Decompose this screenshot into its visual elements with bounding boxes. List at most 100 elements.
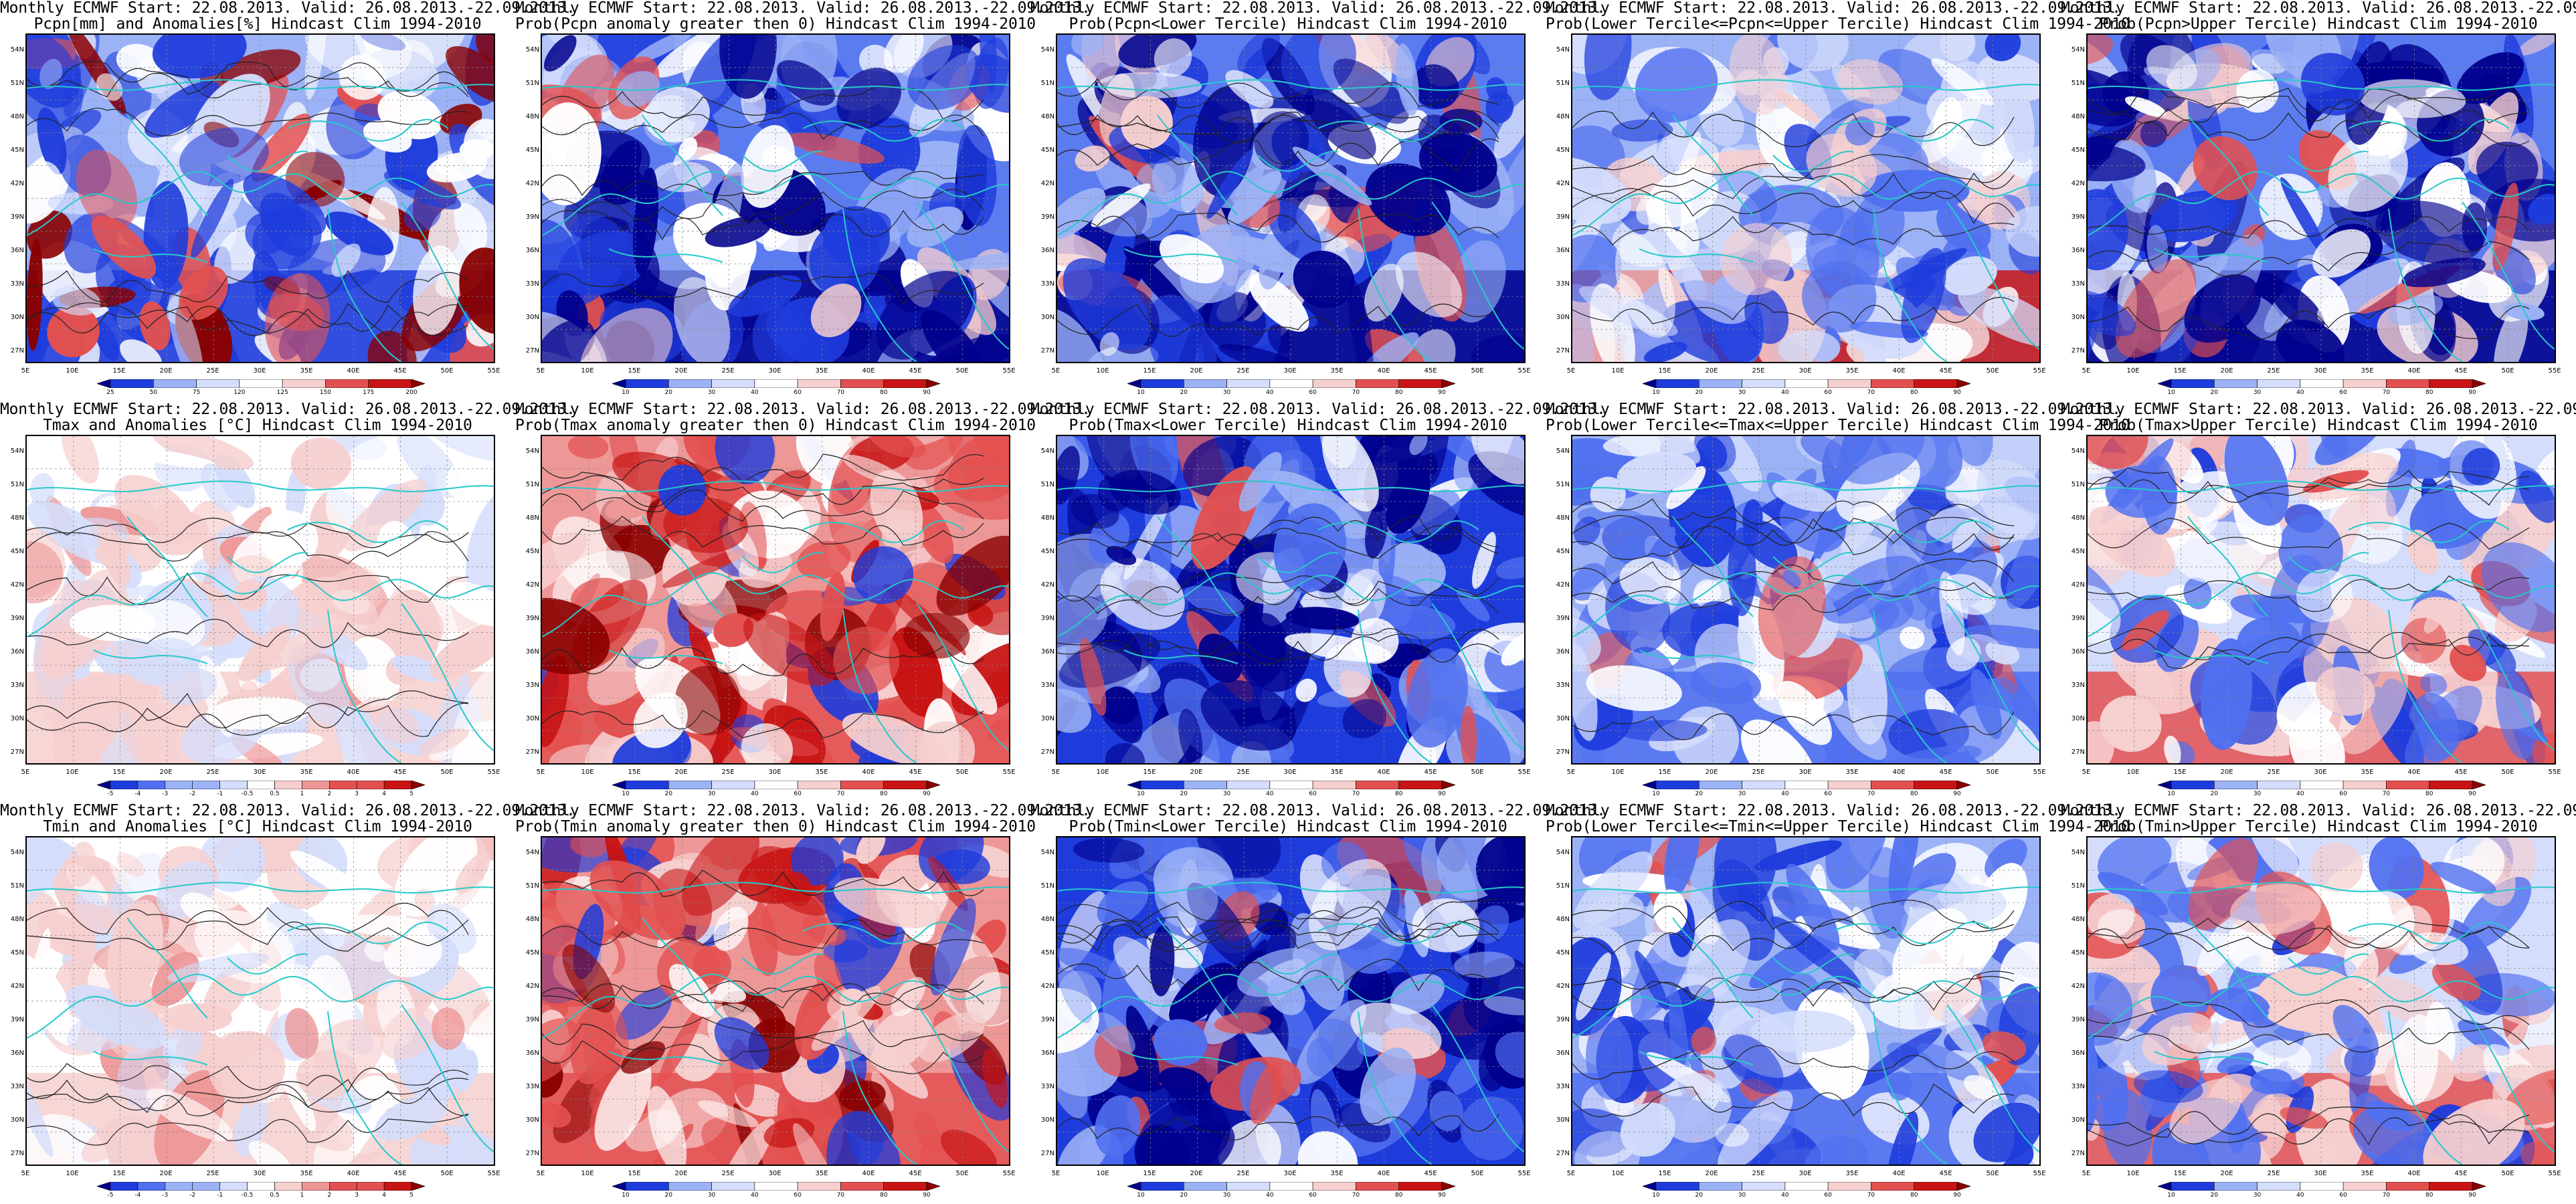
colorbar-label: 60 <box>1824 389 1832 396</box>
forecast-map <box>541 836 1010 1166</box>
x-tick-label: 35E <box>1845 1170 1859 1177</box>
x-tick-label: 15E <box>1143 1170 1156 1177</box>
y-tick-label: 51N <box>1040 80 1054 87</box>
x-tick-label: 40E <box>2407 1170 2421 1177</box>
y-tick-label: 33N <box>525 682 539 689</box>
x-tick-label: 20E <box>674 367 688 375</box>
y-tick-label: 30N <box>1556 314 1570 321</box>
x-tick-label: 10E <box>66 769 79 776</box>
x-tick-label: 50E <box>1986 367 1999 375</box>
panel-title-line2: Prob(Tmin anomaly greater then 0) Hindca… <box>515 818 1036 835</box>
y-tick-label: 45N <box>1556 949 1570 957</box>
map-panel: Monthly ECMWF Start: 22.08.2013. Valid: … <box>1546 803 2130 1204</box>
y-tick-label: 27N <box>2071 1150 2085 1157</box>
x-tick-label: 25E <box>1236 367 1250 375</box>
x-tick-label: 15E <box>2173 367 2187 375</box>
map-field <box>27 35 494 362</box>
x-tick-label: 5E <box>1566 1170 1576 1177</box>
colorbar-label: 40 <box>2296 791 2304 797</box>
x-tick-label: 40E <box>347 1170 360 1177</box>
y-tick-label: 39N <box>1040 615 1054 622</box>
colorbar-label: 30 <box>1738 389 1746 396</box>
x-tick-label: 50E <box>1986 1170 1999 1177</box>
y-tick-label: 27N <box>1040 748 1054 756</box>
x-tick-label: 55E <box>2548 769 2561 776</box>
y-tick-label: 42N <box>1040 180 1054 187</box>
panel-title-line1: Monthly ECMWF Start: 22.08.2013. Valid: … <box>0 0 575 17</box>
y-tick-label: 39N <box>2071 213 2085 221</box>
y-tick-label: 33N <box>10 682 24 689</box>
y-tick-label: 27N <box>2071 748 2085 756</box>
colorbar <box>2158 781 2486 789</box>
x-tick-label: 25E <box>2267 769 2280 776</box>
colorbar-label: -4 <box>134 1192 141 1199</box>
panel-title-line1: Monthly ECMWF Start: 22.08.2013. Valid: … <box>2061 802 2576 819</box>
panel-title-line2: Prob(Pcpn anomaly greater then 0) Hindca… <box>515 15 1036 33</box>
x-tick-label: 35E <box>2361 1170 2374 1177</box>
forecast-map <box>1571 836 2041 1166</box>
panel-title: Monthly ECMWF Start: 22.08.2013. Valid: … <box>515 0 1091 33</box>
x-tick-label: 35E <box>300 769 313 776</box>
y-tick-label: 42N <box>1040 581 1054 589</box>
x-tick-label: 25E <box>2267 1170 2280 1177</box>
colorbar-label: 60 <box>2339 389 2347 396</box>
y-tick-label: 36N <box>525 648 539 656</box>
colorbar-label: 90 <box>1438 1192 1446 1199</box>
x-tick-label: 10E <box>1096 769 1109 776</box>
y-tick-label: 45N <box>525 548 539 555</box>
x-tick-label: 10E <box>1096 367 1109 375</box>
map-field <box>542 35 1009 362</box>
y-tick-label: 45N <box>1040 146 1054 154</box>
map-field <box>27 436 494 763</box>
x-tick-label: 25E <box>206 769 219 776</box>
colorbar-label: 30 <box>707 389 716 396</box>
y-tick-label: 45N <box>1556 548 1570 555</box>
x-tick-label: 5E <box>536 1170 545 1177</box>
x-tick-label: 45E <box>909 367 922 375</box>
y-tick-label: 51N <box>2071 481 2085 488</box>
y-tick-label: 51N <box>1556 882 1570 890</box>
colorbar-label: 70 <box>2382 791 2391 797</box>
colorbar-label: 70 <box>1352 1192 1360 1199</box>
map-panel: Monthly ECMWF Start: 22.08.2013. Valid: … <box>1546 0 2130 401</box>
y-tick-label: 33N <box>525 1083 539 1090</box>
colorbar <box>1127 781 1455 789</box>
y-tick-label: 27N <box>1556 748 1570 756</box>
panel-title: Monthly ECMWF Start: 22.08.2013. Valid: … <box>1546 401 2130 433</box>
y-tick-label: 27N <box>2071 347 2085 355</box>
x-tick-label: 15E <box>1658 367 1671 375</box>
y-tick-label: 42N <box>1556 180 1570 187</box>
x-tick-label: 45E <box>1939 1170 1952 1177</box>
panel-title: Monthly ECMWF Start: 22.08.2013. Valid: … <box>1546 803 2130 835</box>
x-tick-label: 35E <box>1845 367 1859 375</box>
colorbar-label: 80 <box>879 791 888 797</box>
colorbar-label: 70 <box>2382 1192 2391 1199</box>
panel-title-line2: Prob(Pcpn>Upper Tercile) Hindcast Clim 1… <box>2099 15 2538 33</box>
forecast-map <box>25 435 495 765</box>
colorbar-label: 30 <box>2253 389 2262 396</box>
x-tick-label: 5E <box>1051 1170 1061 1177</box>
x-tick-label: 30E <box>253 367 266 375</box>
y-tick-label: 33N <box>2071 280 2085 288</box>
colorbar-label: 30 <box>2253 791 2262 797</box>
colorbar-label: 40 <box>1266 389 1274 396</box>
map-field <box>1057 436 1524 763</box>
panel-title-line1: Monthly ECMWF Start: 22.08.2013. Valid: … <box>2061 401 2576 418</box>
forecast-map <box>1571 33 2041 363</box>
y-tick-label: 39N <box>2071 1016 2085 1023</box>
panel-title-line2: Pcpn[mm] and Anomalies[%] Hindcast Clim … <box>33 15 482 33</box>
x-tick-label: 40E <box>1377 769 1390 776</box>
x-tick-label: 25E <box>721 1170 735 1177</box>
panel-title-line2: Prob(Tmax anomaly greater then 0) Hindca… <box>515 417 1036 434</box>
x-tick-label: 15E <box>112 367 126 375</box>
colorbar-label: 80 <box>1394 1192 1403 1199</box>
colorbar-label: 90 <box>1953 1192 1961 1199</box>
y-tick-label: 42N <box>10 983 24 990</box>
x-tick-label: 20E <box>1190 367 1203 375</box>
x-tick-label: 50E <box>1471 769 1484 776</box>
x-tick-label: 40E <box>1892 367 1906 375</box>
x-tick-label: 20E <box>2220 367 2233 375</box>
y-tick-label: 54N <box>525 447 539 455</box>
colorbar-label: -3 <box>162 1192 169 1199</box>
x-tick-label: 25E <box>206 1170 219 1177</box>
